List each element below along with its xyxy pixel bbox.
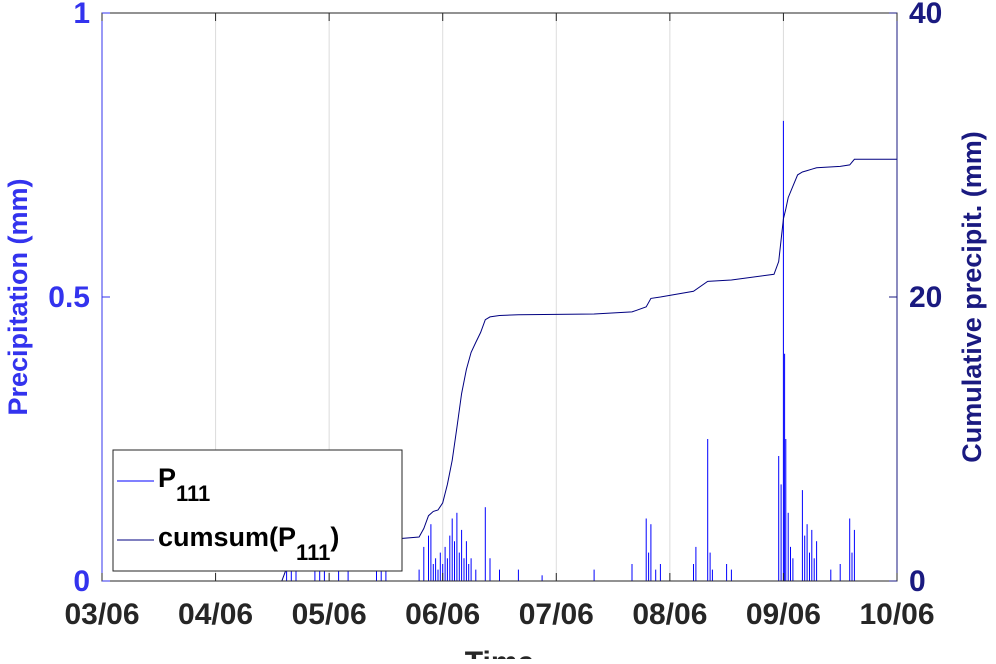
x-tick-label: 05/06 <box>292 598 367 631</box>
x-tick-label: 03/06 <box>64 598 139 631</box>
legend: P111 cumsum(P111) <box>112 449 403 572</box>
legend-label-subscript: 111 <box>176 481 210 506</box>
x-tick-label: 10/06 <box>859 598 934 631</box>
x-tick-label: 09/06 <box>746 598 821 631</box>
y-tick-label-left: 0 <box>73 565 90 598</box>
y-tick-label-right: 0 <box>909 565 926 598</box>
legend-label-base: P <box>158 463 176 493</box>
x-tick-label: 04/06 <box>178 598 253 631</box>
axes: 03/06 04/06 05/06 06/06 07/06 08/06 09/06 10/06… <box>48 0 942 631</box>
y-tick-label-right: 20 <box>909 281 942 314</box>
legend-label-cumulative: cumsum(P111) <box>158 522 339 565</box>
precipitation-series <box>286 120 855 581</box>
x-tick-label: 08/06 <box>632 598 707 631</box>
legend-box <box>112 449 403 572</box>
legend-label-subscript: 111 <box>296 540 330 565</box>
y-tick-label-left: 1 <box>73 0 90 30</box>
cumulative-line <box>102 158 897 582</box>
y-tick-label-left: 0.5 <box>48 281 90 314</box>
x-tick-label: 06/06 <box>405 598 480 631</box>
legend-label-suffix: ) <box>330 522 339 552</box>
x-tick-label: 07/06 <box>519 598 594 631</box>
x-axis-label: Time <box>465 646 534 659</box>
cumulative-series <box>102 158 897 582</box>
legend-label-base: cumsum(P <box>158 522 296 552</box>
y-tick-label-right: 40 <box>909 0 942 30</box>
y-axis-label-left: Precipitation (mm) <box>3 178 33 415</box>
legend-label-precipitation: P111 <box>158 463 210 506</box>
y-axis-label-right: Cumulative precipit. (mm) <box>957 131 987 463</box>
